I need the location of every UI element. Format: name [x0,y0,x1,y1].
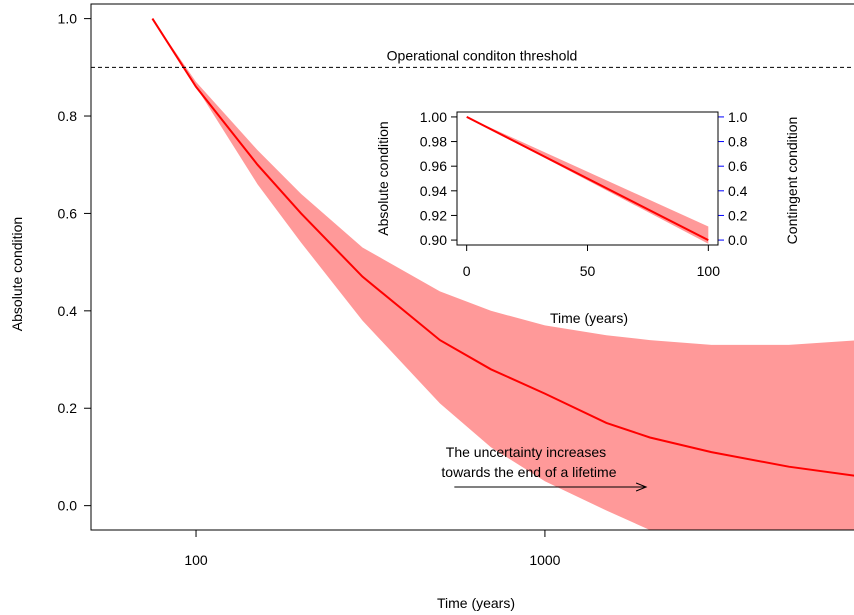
inset-y-tick-label: 0.98 [420,134,447,150]
main-x-tick-label: 100 [184,552,208,568]
inset-x-tick-label: 100 [697,263,721,279]
inset-y-tick-label: 0.92 [420,207,447,223]
inset-y-tick-label: 0.90 [420,232,447,248]
main-y-tick-label: 0.6 [58,205,78,221]
main-plot-frame [90,3,854,531]
inset-y-axis-label: Absolute condition [375,121,391,235]
inset-y2-tick-label: 0.8 [728,134,748,150]
inset-y-tick-label: 0.94 [420,183,447,199]
main-y-tick-label: 0.4 [58,303,78,319]
main-series-line [151,18,854,477]
main-x-tick-label: 1000 [529,552,560,568]
main-y-tick-label: 0.8 [58,108,78,124]
inset-series-line [466,116,709,241]
main-y-axis-label: Absolute condition [9,217,25,331]
inset-y-axis: 0.90 0.92 0.94 0.96 0.98 1.00 [420,109,457,248]
threshold-label: Operational conditon threshold [387,47,578,63]
main-y-axis: 0.0 0.2 0.4 0.6 0.8 1.0 [58,11,92,514]
main-x-axis: 100 1000 [184,530,561,568]
annotation-arrow-head [635,482,648,492]
inset-x-axis-label: Time (years) [550,310,628,326]
inset-chart: 0.900.920.940.960.981.00 0.00.20.40.60.8… [375,109,800,326]
inset-uncertainty-band [466,116,709,244]
inset-y2-tick-label: 1.0 [728,109,748,125]
main-y-tick-label: 1.0 [58,11,78,27]
main-y-tick-label: 0.2 [58,400,78,416]
inset-y-tick-label: 0.96 [420,158,447,174]
inset-x-tick-label: 50 [580,263,596,279]
main-chart: Operational conditon threshold The uncer… [9,3,854,611]
main-x-axis-label: Time (years) [437,595,515,611]
main-uncertainty-band [152,18,854,530]
annotation-line-1: The uncertainty increases [446,444,606,460]
inset-y2-tick-label: 0.2 [728,207,748,223]
annotation-line-2: towards the end of a lifetime [441,464,616,480]
inset-x-axis: 0 50 100 [463,245,720,279]
inset-plot-frame [456,111,719,246]
inset-y2-tick-label: 0.4 [728,183,748,199]
inset-y2-tick-label: 0.0 [728,232,748,248]
inset-x-tick-label: 0 [463,263,471,279]
inset-y-tick-label: 1.00 [420,109,447,125]
main-y-tick-label: 0.0 [58,498,78,514]
inset-y2-axis-label: Contingent condition [784,117,800,245]
inset-y2-tick-label: 0.6 [728,158,748,174]
inset-y2-axis: 0.0 0.2 0.4 0.6 0.8 1.0 [718,109,748,248]
